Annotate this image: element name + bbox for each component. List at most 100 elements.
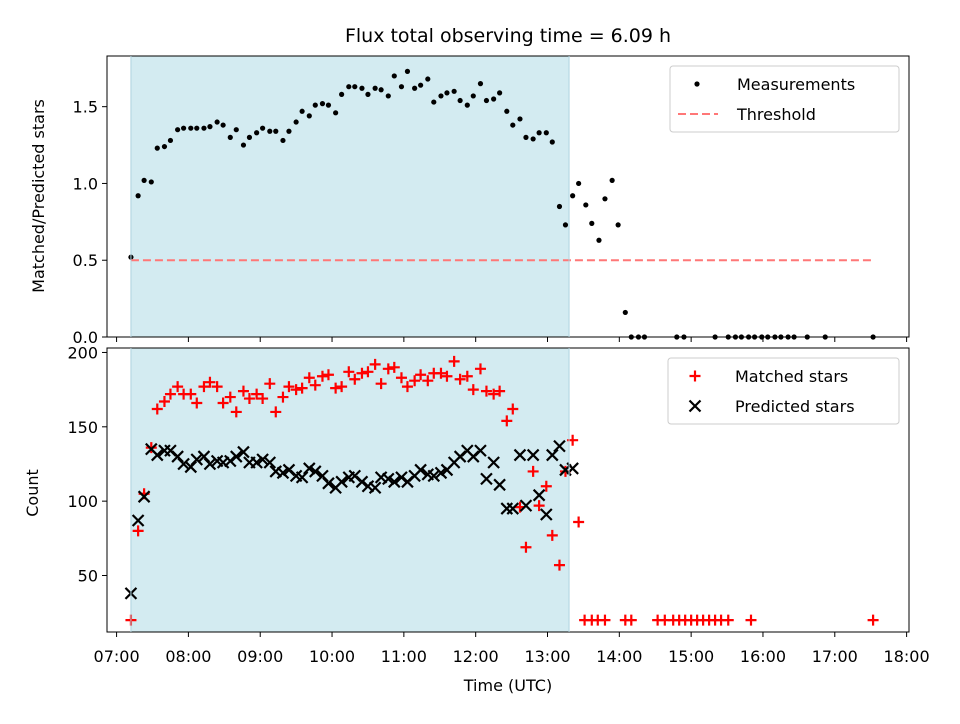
matched-star-point: [264, 378, 276, 390]
measurement-point: [583, 202, 589, 208]
predicted-star-point: [263, 456, 277, 469]
predicted-star-point: [526, 448, 540, 462]
measurement-point: [385, 93, 391, 99]
measurement-point: [504, 108, 510, 114]
predicted-star-point: [388, 475, 401, 489]
matched-star-point: [336, 381, 348, 393]
predicted-star-point: [150, 448, 164, 462]
count-legend-label: Predicted stars: [735, 397, 855, 416]
measurement-point: [418, 82, 424, 88]
measurement-point: [543, 130, 549, 136]
measurement-point: [167, 137, 174, 144]
predicted-star-point: [540, 508, 553, 521]
predicted-star-point: [532, 488, 546, 502]
measurement-point: [207, 124, 213, 130]
predicted-star-point: [237, 445, 250, 459]
predicted-star-point: [368, 481, 382, 495]
matched-star-point: [488, 388, 500, 400]
predicted-star-point: [256, 453, 269, 466]
matched-star-point: [546, 529, 558, 541]
matched-star-point: [745, 614, 757, 626]
x-axis-label: Time (UTC): [463, 676, 552, 695]
count-legend-box: [667, 357, 900, 425]
ratio-plot-frame: [106, 55, 910, 338]
matched-star-point: [257, 393, 269, 405]
measurement-point: [359, 85, 365, 91]
predicted-star-point: [434, 466, 448, 480]
measurement-point: [188, 125, 194, 131]
legend-matched-swatch: [689, 370, 701, 382]
measurement-point: [333, 110, 339, 116]
measurement-point: [497, 90, 503, 96]
measurement-point: [470, 93, 476, 99]
measurement-point: [523, 134, 529, 140]
x-tick-label: 07:00: [94, 647, 140, 666]
predicted-star-point: [250, 456, 263, 469]
matched-star-point: [395, 372, 407, 384]
matched-star-point: [330, 382, 342, 394]
measurement-point: [404, 68, 411, 74]
predicted-star-point: [137, 490, 151, 503]
x-tick-label: 14:00: [596, 647, 642, 666]
count-panel: 07:00 08:00 09:00 10:00 11:00 12:00 13:00 14:00…: [23, 343, 930, 666]
predicted-star-point: [474, 444, 487, 457]
measurement-point: [339, 91, 345, 97]
measurement-point: [491, 96, 497, 102]
matched-star-point: [382, 363, 394, 375]
ratio-legend-box: [669, 65, 900, 133]
matched-star-point: [362, 366, 374, 378]
ratio-y-tick-label: 0.5: [73, 251, 98, 270]
measurement-point: [365, 91, 371, 97]
matched-star-point: [303, 372, 315, 384]
predicted-star-point: [177, 457, 190, 471]
matched-star-point: [296, 382, 308, 394]
predicted-star-point: [230, 450, 243, 463]
matched-star-point: [237, 385, 249, 397]
measurement-point: [615, 222, 621, 228]
x-tick-label: 12:00: [453, 647, 499, 666]
matched-star-point: [172, 381, 184, 393]
predicted-star-point: [303, 462, 316, 475]
x-tick-label: 13:00: [524, 647, 570, 666]
measurement-point: [589, 220, 595, 226]
measurement-point: [227, 134, 233, 140]
measurement-point: [352, 84, 358, 90]
measurement-point: [562, 222, 569, 228]
measurement-point: [260, 125, 266, 131]
matched-star-point: [422, 375, 434, 387]
ratio-legend-label: Measurements: [737, 75, 855, 94]
predicted-star-point: [427, 469, 441, 483]
matched-star-point: [369, 358, 381, 370]
measurement-point: [181, 125, 187, 131]
matched-star-point: [356, 367, 368, 379]
predicted-star-point: [493, 478, 506, 492]
matched-star-point: [211, 381, 223, 393]
measurement-point: [135, 193, 141, 199]
matched-star-point: [204, 376, 216, 388]
count-y-axis-label: Count: [23, 469, 42, 517]
measurement-point: [464, 102, 470, 108]
matched-star-point: [435, 367, 447, 379]
measurement-point: [444, 90, 450, 96]
measurement-point: [622, 309, 628, 316]
chart-title: Flux total observing time = 6.09 h: [345, 25, 671, 47]
matched-star-point: [454, 373, 466, 385]
measurement-point: [431, 99, 437, 105]
measurement-point: [609, 177, 615, 183]
matched-star-point: [474, 363, 486, 375]
count-legend-label: Matched stars: [735, 367, 848, 386]
x-tick-label: 10:00: [309, 647, 355, 666]
measurement-point: [141, 177, 147, 183]
measurement-point: [194, 125, 200, 131]
predicted-star-point: [335, 475, 348, 489]
predicted-star-point: [414, 463, 427, 477]
matched-star-point: [867, 614, 879, 626]
matched-star-point: [625, 614, 637, 626]
matched-star-point: [527, 465, 539, 477]
measurement-point: [570, 193, 576, 199]
measurement-point: [602, 196, 608, 202]
matched-star-point: [277, 391, 289, 403]
matched-star-point: [309, 379, 321, 391]
x-tick-label: 18:00: [884, 647, 930, 666]
